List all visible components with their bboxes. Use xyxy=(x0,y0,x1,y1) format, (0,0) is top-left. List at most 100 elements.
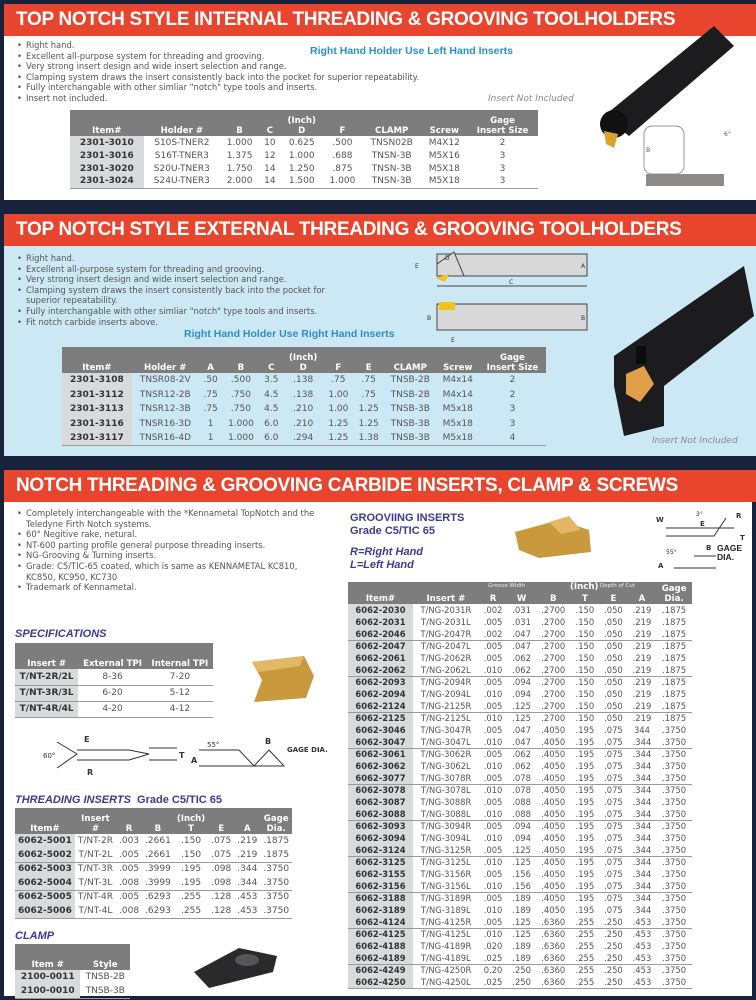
bullet-item: Very strong insert design and wide inser… xyxy=(16,61,419,72)
table-row: 6062-5005 T/NT-4R .005.6293.255.128.453.37… xyxy=(15,889,293,904)
table-cell: .4050 xyxy=(535,747,571,760)
table-cell: .047 xyxy=(507,639,536,652)
table-cell: .4050 xyxy=(541,869,566,879)
external-holder-diagram: E D A C B B E xyxy=(415,251,588,344)
table-cell: 4 xyxy=(478,431,546,446)
column-header: F xyxy=(323,347,354,373)
table-cell: T/NG-4189R xyxy=(420,941,472,951)
table-cell: .010 xyxy=(483,905,503,915)
table-cell: .010 xyxy=(483,808,503,819)
diagram-label-b: B xyxy=(646,147,650,154)
table-cell: .150 xyxy=(570,711,600,724)
diagram-label-e: E xyxy=(415,263,419,270)
column-header: B xyxy=(549,594,557,604)
table-cell: 344 xyxy=(633,725,650,735)
table-row: 6062-4188 T/NG-4189R .020 .189 .6360 .255 .250… xyxy=(348,940,692,952)
table-cell: .3750 xyxy=(260,889,293,904)
table-cell: .1875 xyxy=(662,700,687,711)
table-cell: .344 xyxy=(237,877,258,888)
table-cell: .4050 xyxy=(541,736,566,747)
table-cell: 4.5 xyxy=(264,404,279,415)
table-cell: .255 xyxy=(173,904,209,919)
table-cell: 3 xyxy=(499,150,506,161)
table-cell: .195 xyxy=(575,797,595,807)
table-cell: .344 xyxy=(627,783,657,796)
table-cell: 4-20 xyxy=(78,700,147,718)
table-cell: .195 xyxy=(575,869,595,879)
table-cell: .128 xyxy=(208,904,235,919)
table-cell: .005 xyxy=(116,861,143,876)
column-header: B xyxy=(142,808,174,834)
bullet-item: Insert not included. xyxy=(16,93,419,104)
table-cell: .010 xyxy=(483,736,503,747)
table-cell: .4050 xyxy=(541,725,566,735)
diagram-label-angle: 6° xyxy=(724,131,731,138)
item-number-cell: 6062-3077 xyxy=(348,772,413,784)
table-cell: .3750 xyxy=(656,819,692,832)
table-cell: .125 xyxy=(512,700,531,711)
table-cell: .075 xyxy=(211,836,232,846)
table-cell: S20U-TNER3 xyxy=(153,163,210,174)
table-cell: .3999 xyxy=(145,877,171,888)
table-cell: 8-36 xyxy=(102,671,123,682)
table-cell: .1875 xyxy=(656,675,692,688)
table-row: 6062-5002 T/NT-2L .005 .2661 .150 .075 .219 .18… xyxy=(15,848,292,862)
grooving-insert-image xyxy=(515,516,591,558)
table-cell: .062 xyxy=(507,747,536,760)
item-number-cell: 2100-0011 xyxy=(15,970,81,984)
table-cell: .031 xyxy=(512,617,531,627)
item-number-cell: 6062-5003 xyxy=(15,861,75,876)
bullet-item: NT-600 parting profile general purpose t… xyxy=(16,540,316,551)
column-header: A xyxy=(234,808,261,834)
table-cell: .1875 xyxy=(656,711,692,724)
table-cell: .078 xyxy=(507,783,536,796)
label-3deg: 3° xyxy=(696,511,703,518)
item-number-cell: 2301-3113 xyxy=(62,402,132,417)
item-number-cell: 6062-3188 xyxy=(348,891,413,904)
table-cell: .344 xyxy=(632,880,652,891)
item-number-cell: 6062-3046 xyxy=(348,724,413,736)
table-cell: .195 xyxy=(575,808,595,819)
table-cell: M5X18 xyxy=(421,175,468,189)
item-number-cell: 6062-3061 xyxy=(348,747,413,760)
table-cell: .4050 xyxy=(541,797,566,807)
table-cell: .010 xyxy=(483,880,503,891)
bullet-item: 60° Negitive rake, netural. xyxy=(16,529,316,540)
table-row: 6062-3094 T/NG-3094L .010 .094 .4050 .195 .075… xyxy=(348,832,692,844)
table-cell: TNSN-3B xyxy=(361,175,422,189)
table-cell: .4050 xyxy=(535,783,571,796)
table-cell: .4050 xyxy=(535,855,571,868)
table-cell: .6360 xyxy=(541,941,566,951)
grooving-legend-right: R=Right Hand xyxy=(350,546,424,558)
table-cell: .005 xyxy=(483,869,503,879)
column-header: CLAMP xyxy=(383,347,437,373)
bullet-item: Very strong insert design and wide inser… xyxy=(16,274,336,285)
table-cell: .688 xyxy=(332,150,353,161)
threading-grade: Grade C5/TIC 65 xyxy=(137,794,223,806)
table-row: 6062-3087 T/NG-3088R .005 .088 .4050 .195 .075… xyxy=(348,796,692,808)
label-r: R xyxy=(736,512,742,520)
table-cell: T/NG-4250L xyxy=(412,976,479,989)
table-cell: .075 xyxy=(599,747,628,760)
table-cell: T/NG-3088L xyxy=(421,808,471,819)
table-cell: TNSN-3B xyxy=(371,163,412,174)
table-cell: M5x18 xyxy=(442,418,473,429)
table-cell: T/NT-2L xyxy=(78,849,113,860)
table-cell: .453 xyxy=(627,927,657,940)
table-cell: .094 xyxy=(507,819,536,832)
table-cell: 1.000 xyxy=(226,137,253,148)
table-cell: .075 xyxy=(599,855,628,868)
table-cell: .255 xyxy=(570,976,600,989)
item-number-cell: 6062-4124 xyxy=(348,916,413,928)
column-header: F xyxy=(322,110,362,136)
table-cell: T/NG-3078L xyxy=(412,783,479,796)
table-cell: .005 xyxy=(116,889,143,904)
table-cell: T/NG-3062R xyxy=(412,747,479,760)
internal-panel: Right hand.Excellent all-purpose system … xyxy=(4,26,756,200)
table-cell: .195 xyxy=(570,747,600,760)
diagram-label-e2: E xyxy=(451,337,455,344)
clamp-image xyxy=(194,948,277,988)
table-cell: .078 xyxy=(512,772,531,783)
table-cell: .050 xyxy=(604,628,623,639)
table-cell: 5-12 xyxy=(146,684,213,701)
